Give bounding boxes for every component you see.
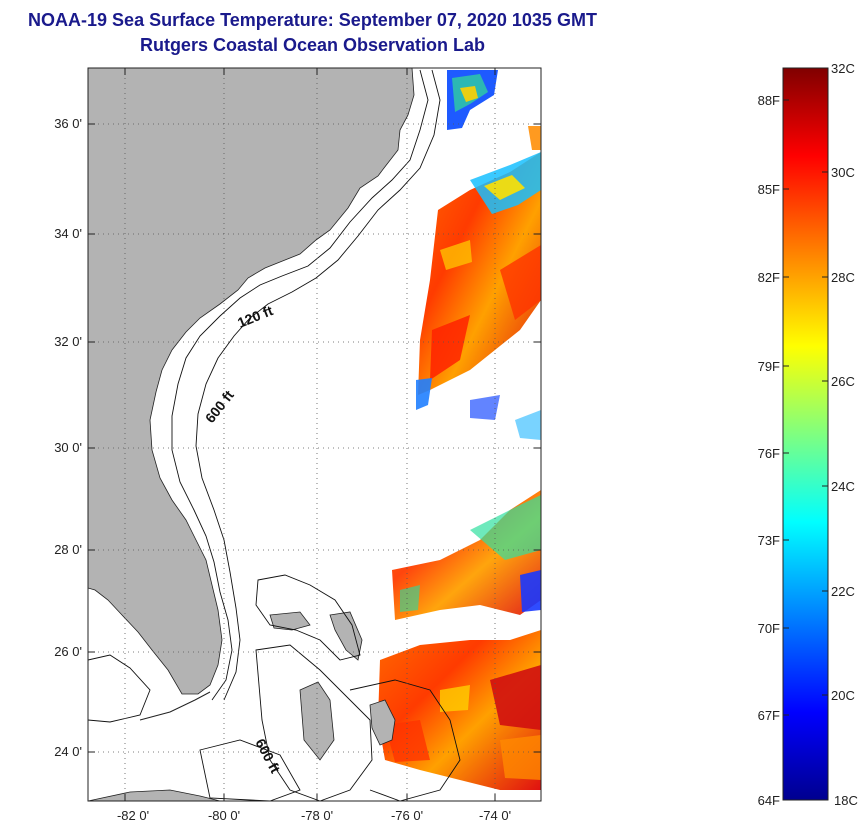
tick-marks <box>88 68 541 801</box>
lat-label-32: 32 0' <box>54 334 82 349</box>
colorbar-label-85f: 85F <box>758 182 780 197</box>
sst-map: 120 ft 600 ft 600 ft 24 0' 26 0' 28 0' 3… <box>54 67 542 823</box>
lon-label-74: -74 0' <box>479 808 511 823</box>
gridlines <box>88 68 541 801</box>
lat-label-34: 34 0' <box>54 226 82 241</box>
colorbar-label-28c: 28C <box>831 270 855 285</box>
lat-label-36: 36 0' <box>54 116 82 131</box>
lat-label-30: 30 0' <box>54 440 82 455</box>
land-bahamas <box>88 611 396 801</box>
map-title: NOAA-19 Sea Surface Temperature: Septemb… <box>28 10 597 30</box>
colorbar-label-67f: 67F <box>758 708 780 723</box>
colorbar-label-18c: 18C <box>834 793 858 808</box>
temperature-colorbar: 32C 30C 28C 26C 24C 22C 20C 18C 88F 85F … <box>758 61 858 808</box>
colorbar-label-79f: 79F <box>758 359 780 374</box>
plot-frame <box>87 67 542 802</box>
colorbar-label-82f: 82F <box>758 270 780 285</box>
colorbar-label-20c: 20C <box>831 688 855 703</box>
colorbar-label-26c: 26C <box>831 374 855 389</box>
sst-swath-south <box>378 490 541 790</box>
sst-swath-central <box>416 152 541 440</box>
colorbar-gradient <box>782 67 829 801</box>
colorbar-label-76f: 76F <box>758 446 780 461</box>
colorbar-label-88f: 88F <box>758 93 780 108</box>
lon-label-80: -80 0' <box>208 808 240 823</box>
colorbar-ticks <box>783 67 828 801</box>
map-subtitle: Rutgers Coastal Ocean Observation Lab <box>139 35 486 55</box>
colorbar-label-73f: 73F <box>758 533 780 548</box>
colorbar-label-30c: 30C <box>831 165 855 180</box>
colorbar-label-32c: 32C <box>831 61 855 76</box>
lat-label-26: 26 0' <box>54 644 82 659</box>
colorbar-label-22c: 22C <box>831 584 855 599</box>
colorbar-label-70f: 70F <box>758 621 780 636</box>
lon-label-82: -82 0' <box>117 808 149 823</box>
lat-label-28: 28 0' <box>54 542 82 557</box>
sst-swath-north <box>447 70 541 150</box>
lon-label-78: -78 0' <box>301 808 333 823</box>
lat-label-24: 24 0' <box>54 744 82 759</box>
colorbar-label-24c: 24C <box>831 479 855 494</box>
land-florida-keys <box>139 691 211 721</box>
colorbar-label-64f: 64F <box>758 793 780 808</box>
land-us-coast <box>88 68 415 695</box>
lon-label-76: -76 0' <box>391 808 423 823</box>
